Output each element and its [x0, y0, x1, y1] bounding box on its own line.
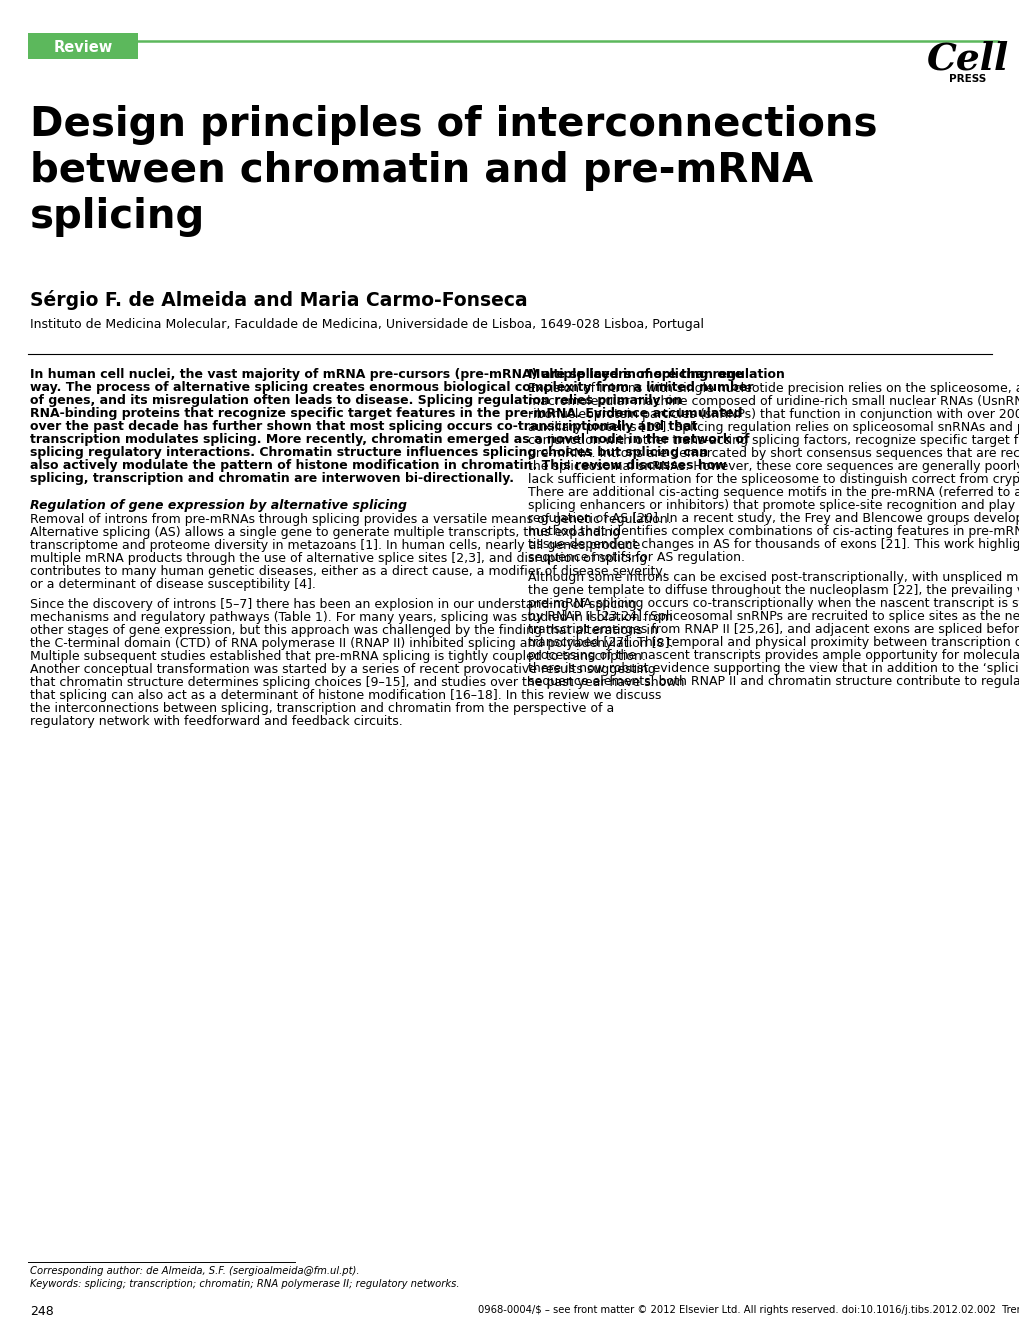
Text: splicing regulatory interactions. Chromatin structure influences splicing choice: splicing regulatory interactions. Chroma…: [30, 446, 707, 459]
Text: 248: 248: [30, 1304, 54, 1318]
Text: other stages of gene expression, but this approach was challenged by the finding: other stages of gene expression, but thi…: [30, 624, 657, 636]
Text: multiple mRNA products through the use of alternative splice sites [2,3], and di: multiple mRNA products through the use o…: [30, 552, 646, 565]
Text: pre-mRNA. Introns are demarcated by short consensus sequences that are recognize: pre-mRNA. Introns are demarcated by shor…: [528, 447, 1019, 460]
Text: Corresponding author: de Almeida, S.F. (sergioalmeida@fm.ul.pt).: Corresponding author: de Almeida, S.F. (…: [30, 1266, 359, 1275]
Text: mechanisms and regulatory pathways (Table 1). For many years, splicing was studi: mechanisms and regulatory pathways (Tabl…: [30, 611, 673, 624]
Text: regulation of AS [20]. In a recent study, the Frey and Blencowe groups developed: regulation of AS [20]. In a recent study…: [528, 512, 1019, 525]
Text: auxiliary proteins [19]. Splicing regulation relies on spliceosomal snRNAs and p: auxiliary proteins [19]. Splicing regula…: [528, 421, 1019, 434]
Text: the gene template to diffuse throughout the nucleoplasm [22], the prevailing vie: the gene template to diffuse throughout …: [528, 583, 1019, 597]
Text: Since the discovery of introns [5–7] there has been an explosion in our understa: Since the discovery of introns [5–7] the…: [30, 598, 636, 611]
Text: the interconnections between splicing, transcription and chromatin from the pers: the interconnections between splicing, t…: [30, 703, 613, 714]
Text: Multiple subsequent studies established that pre-mRNA splicing is tightly couple: Multiple subsequent studies established …: [30, 650, 645, 663]
Text: ribonucleoprotein particles (snRNPs) that function in conjunction with over 200 : ribonucleoprotein particles (snRNPs) tha…: [528, 407, 1019, 421]
Text: Although some introns can be excised post-transcriptionally, with unspliced mole: Although some introns can be excised pos…: [528, 572, 1019, 583]
Text: Alternative splicing (AS) allows a single gene to generate multiple transcripts,: Alternative splicing (AS) allows a singl…: [30, 527, 620, 538]
Text: Design principles of interconnections
between chromatin and pre-mRNA
splicing: Design principles of interconnections be…: [30, 105, 876, 237]
Text: contributes to many human genetic diseases, either as a direct cause, a modifier: contributes to many human genetic diseas…: [30, 565, 666, 578]
Text: Multiple layers of splicing regulation: Multiple layers of splicing regulation: [528, 368, 784, 381]
Text: Cell: Cell: [926, 40, 1008, 77]
Text: sequence elements, both RNAP II and chromatin structure contribute to regulate s: sequence elements, both RNAP II and chro…: [528, 675, 1019, 688]
Text: method that identifies complex combinations of cis-acting features in pre-mRNA a: method that identifies complex combinati…: [528, 525, 1019, 538]
Text: tissue-dependent changes in AS for thousands of exons [21]. This work highlights: tissue-dependent changes in AS for thous…: [528, 538, 1019, 550]
Text: lack sufficient information for the spliceosome to distinguish correct from cryp: lack sufficient information for the spli…: [528, 474, 1019, 486]
Text: RNA-binding proteins that recognize specific target features in the pre-mRNA. Ev: RNA-binding proteins that recognize spec…: [30, 407, 742, 419]
Text: Review: Review: [53, 40, 112, 54]
Text: processing of the nascent transcripts provides ample opportunity for molecular c: processing of the nascent transcripts pr…: [528, 650, 1019, 662]
Text: Sérgio F. de Almeida and Maria Carmo-Fonseca: Sérgio F. de Almeida and Maria Carmo-Fon…: [30, 290, 527, 310]
Text: Excision of introns with single nucleotide precision relies on the spliceosome, : Excision of introns with single nucleoti…: [528, 382, 1019, 396]
Text: splicing, transcription and chromatin are interwoven bi-directionally.: splicing, transcription and chromatin ar…: [30, 472, 514, 486]
Text: There are additional cis-acting sequence motifs in the pre-mRNA (referred to as : There are additional cis-acting sequence…: [528, 486, 1019, 499]
Text: transcriptome and proteome diversity in metazoans [1]. In human cells, nearly al: transcriptome and proteome diversity in …: [30, 538, 640, 552]
Text: the spliceosomal snRNAs. However, these core sequences are generally poorly cons: the spliceosomal snRNAs. However, these …: [528, 460, 1019, 474]
Text: In human cell nuclei, the vast majority of mRNA pre-cursors (pre-mRNA) are splic: In human cell nuclei, the vast majority …: [30, 368, 743, 381]
Text: or a determinant of disease susceptibility [4].: or a determinant of disease susceptibili…: [30, 578, 316, 591]
Text: PRESS: PRESS: [949, 74, 985, 83]
Text: over the past decade has further shown that most splicing occurs co-transcriptio: over the past decade has further shown t…: [30, 419, 697, 433]
Text: Another conceptual transformation was started by a series of recent provocative : Another conceptual transformation was st…: [30, 663, 655, 676]
Text: Instituto de Medicina Molecular, Faculdade de Medicina, Universidade de Lisboa, : Instituto de Medicina Molecular, Faculda…: [30, 318, 703, 331]
Text: macromolecular machine composed of uridine-rich small nuclear RNAs (UsnRNAs) pac: macromolecular machine composed of uridi…: [528, 396, 1019, 407]
FancyBboxPatch shape: [28, 33, 138, 60]
Text: Keywords: splicing; transcription; chromatin; RNA polymerase II; regulatory netw: Keywords: splicing; transcription; chrom…: [30, 1279, 459, 1289]
Text: 0968-0004/$ – see front matter © 2012 Elsevier Ltd. All rights reserved. doi:10.: 0968-0004/$ – see front matter © 2012 El…: [478, 1304, 1019, 1315]
Text: Regulation of gene expression by alternative splicing: Regulation of gene expression by alterna…: [30, 499, 407, 512]
Text: by RNAP II [23,24]. Spliceosomal snRNPs are recruited to splice sites as the new: by RNAP II [23,24]. Spliceosomal snRNPs …: [528, 610, 1019, 623]
Text: transcription modulates splicing. More recently, chromatin emerged as a novel no: transcription modulates splicing. More r…: [30, 433, 749, 446]
Text: regulatory network with feedforward and feedback circuits.: regulatory network with feedforward and …: [30, 714, 403, 728]
Text: pre-mRNA splicing occurs co-transcriptionally when the nascent transcript is sti: pre-mRNA splicing occurs co-transcriptio…: [528, 597, 1019, 610]
Text: there is now robust evidence supporting the view that in addition to the ‘splici: there is now robust evidence supporting …: [528, 662, 1019, 675]
Text: transcribed [27]. This temporal and physical proximity between transcription of : transcribed [27]. This temporal and phys…: [528, 636, 1019, 650]
Text: also actively modulate the pattern of histone modification in chromatin. This re: also actively modulate the pattern of hi…: [30, 459, 727, 472]
Text: transcript emerges from RNAP II [25,26], and adjacent exons are spliced before t: transcript emerges from RNAP II [25,26],…: [528, 623, 1019, 636]
Text: that splicing can also act as a determinant of histone modification [16–18]. In : that splicing can also act as a determin…: [30, 689, 660, 703]
Text: that chromatin structure determines splicing choices [9–15], and studies over th: that chromatin structure determines spli…: [30, 676, 684, 689]
Text: conjunction with other trans-acting splicing factors, recognize specific target : conjunction with other trans-acting spli…: [528, 434, 1019, 447]
Text: way. The process of alternative splicing creates enormous biological complexity : way. The process of alternative splicing…: [30, 381, 753, 394]
Text: Removal of introns from pre-mRNAs through splicing provides a versatile means of: Removal of introns from pre-mRNAs throug…: [30, 513, 671, 527]
Text: splicing enhancers or inhibitors) that promote splice-site recognition and play : splicing enhancers or inhibitors) that p…: [528, 499, 1019, 512]
Text: sequence motifs for AS regulation.: sequence motifs for AS regulation.: [528, 550, 744, 564]
Text: the C-terminal domain (CTD) of RNA polymerase II (RNAP II) inhibited splicing an: the C-terminal domain (CTD) of RNA polym…: [30, 636, 673, 650]
Text: of genes, and its misregulation often leads to disease. Splicing regulation reli: of genes, and its misregulation often le…: [30, 394, 682, 407]
